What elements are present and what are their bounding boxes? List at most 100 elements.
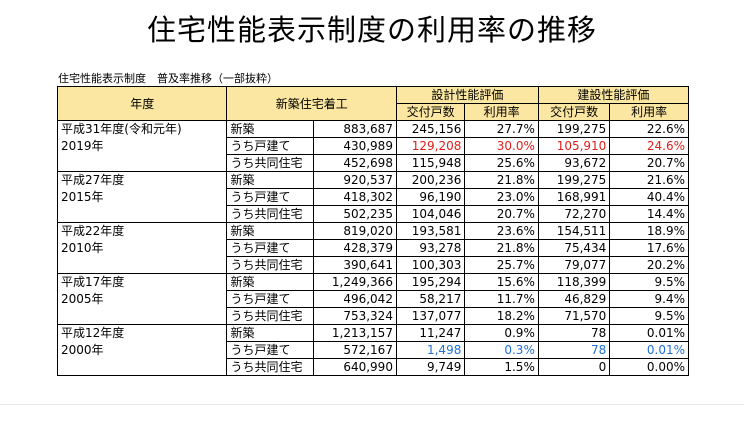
header-new-housing-starts: 新築住宅着工: [226, 86, 397, 121]
design-count-cell: 1,498: [395, 341, 466, 359]
design-rate-cell: 23.0%: [464, 188, 539, 206]
starts-cell: 572,167: [313, 341, 397, 359]
design-rate-cell: 20.7%: [464, 205, 539, 223]
table-row: 平成31年度(令和元年) 2019年 新築 883,687 245,156 27.7% 19…: [56, 120, 689, 172]
construction-count-cell: 168,991: [537, 188, 611, 206]
construction-rate-cell: 0.01%: [609, 341, 689, 359]
design-count-cell: 9,749: [395, 358, 466, 376]
period-era: 平成27年度: [61, 173, 125, 187]
construction-rate-cell: 20.2%: [609, 256, 689, 274]
table-row: うち共同住宅 640,990 9,749 1.5% 0 0.00%: [58, 358, 689, 376]
construction-count-cell: 71,570: [537, 307, 611, 325]
construction-rate-cell: 17.6%: [609, 239, 689, 257]
table-row: うち戸建て 572,167 1,498 0.3% 78 0.01%: [58, 341, 689, 359]
category-cell: うち戸建て: [226, 341, 315, 359]
construction-count-cell: 93,672: [537, 154, 611, 172]
period-year: 2005年: [61, 292, 104, 306]
design-count-cell: 58,217: [395, 290, 466, 308]
design-count-cell: 115,948: [395, 154, 466, 172]
adoption-rate-table: 年度 新築住宅着工 設計性能評価 建設性能評価 交付戸数 利用率 交付戸数 利用…: [56, 86, 690, 376]
design-count-cell: 93,278: [395, 239, 466, 257]
construction-count-cell: 154,511: [537, 222, 611, 240]
table-body: 平成31年度(令和元年) 2019年 新築 883,687 245,156 27.7% 19…: [56, 120, 689, 376]
starts-cell: 1,249,366: [313, 273, 397, 291]
design-count-cell: 104,046: [395, 205, 466, 223]
construction-count-cell: 199,275: [537, 120, 611, 138]
construction-count-cell: 46,829: [537, 290, 611, 308]
design-rate-cell: 0.9%: [464, 324, 539, 342]
construction-count-cell: 0: [537, 358, 611, 376]
starts-cell: 452,698: [313, 154, 397, 172]
construction-rate-cell: 0.01%: [609, 324, 689, 342]
design-count-cell: 129,208: [395, 137, 466, 155]
design-rate-cell: 21.8%: [464, 239, 539, 257]
starts-cell: 1,213,157: [313, 324, 397, 342]
header-design-rate: 利用率: [464, 103, 539, 121]
construction-count-cell: 78: [537, 324, 611, 342]
period-era: 平成22年度: [61, 224, 125, 238]
construction-count-cell: 72,270: [537, 205, 611, 223]
period-year: 2000年: [61, 343, 104, 357]
table-row: うち共同住宅 502,235 104,046 20.7% 72,270 14.4%: [58, 205, 689, 223]
category-cell: うち戸建て: [226, 239, 315, 257]
bottom-divider: [0, 404, 744, 405]
construction-rate-cell: 0.00%: [609, 358, 689, 376]
design-count-cell: 137,077: [395, 307, 466, 325]
starts-cell: 390,641: [313, 256, 397, 274]
category-cell: 新築: [226, 222, 315, 240]
design-rate-cell: 21.8%: [464, 171, 539, 189]
category-cell: 新築: [226, 120, 315, 138]
design-count-cell: 195,294: [395, 273, 466, 291]
construction-rate-cell: 9.5%: [609, 273, 689, 291]
page-title: 住宅性能表示制度の利用率の推移: [146, 13, 597, 47]
design-count-cell: 245,156: [395, 120, 466, 138]
design-count-cell: 96,190: [395, 188, 466, 206]
construction-count-cell: 78: [537, 341, 611, 359]
category-cell: うち共同住宅: [226, 205, 315, 223]
construction-rate-cell: 24.6%: [609, 137, 689, 155]
period-era: 平成12年度: [61, 326, 125, 340]
construction-count-cell: 75,434: [537, 239, 611, 257]
starts-cell: 496,042: [313, 290, 397, 308]
construction-count-cell: 199,275: [537, 171, 611, 189]
design-rate-cell: 25.6%: [464, 154, 539, 172]
design-count-cell: 193,581: [395, 222, 466, 240]
construction-count-cell: 118,399: [537, 273, 611, 291]
design-rate-cell: 18.2%: [464, 307, 539, 325]
starts-cell: 920,537: [313, 171, 397, 189]
period-cell: 平成27年度 2015年: [56, 171, 228, 223]
table-row: うち戸建て 418,302 96,190 23.0% 168,991 40.4%: [58, 188, 689, 206]
design-rate-cell: 23.6%: [464, 222, 539, 240]
table-row: 平成12年度 2000年 新築 1,213,157 11,247 0.9% 78 0.01%: [56, 324, 689, 376]
construction-rate-cell: 18.9%: [609, 222, 689, 240]
period-cell: 平成12年度 2000年: [56, 324, 228, 376]
table-row: 平成17年度 2005年 新築 1,249,366 195,294 15.6% 118,39…: [56, 273, 689, 325]
starts-cell: 819,020: [313, 222, 397, 240]
category-cell: うち共同住宅: [226, 358, 315, 376]
starts-cell: 428,379: [313, 239, 397, 257]
category-cell: 新築: [226, 273, 315, 291]
period-era: 平成31年度(令和元年): [61, 122, 182, 136]
construction-count-cell: 105,910: [537, 137, 611, 155]
design-rate-cell: 30.0%: [464, 137, 539, 155]
category-cell: 新築: [226, 171, 315, 189]
starts-cell: 883,687: [313, 120, 397, 138]
design-rate-cell: 27.7%: [464, 120, 539, 138]
starts-cell: 502,235: [313, 205, 397, 223]
construction-rate-cell: 20.7%: [609, 154, 689, 172]
starts-cell: 430,989: [313, 137, 397, 155]
period-year: 2019年: [61, 139, 104, 153]
design-rate-cell: 25.7%: [464, 256, 539, 274]
period-year: 2015年: [61, 190, 104, 204]
period-cell: 平成31年度(令和元年) 2019年: [56, 120, 228, 172]
header-year: 年度: [56, 86, 228, 121]
category-cell: うち戸建て: [226, 290, 315, 308]
category-cell: うち共同住宅: [226, 154, 315, 172]
table-row: 平成27年度 2015年 新築 920,537 200,236 21.8% 199,275 2…: [56, 171, 689, 223]
table-row: うち戸建て 430,989 129,208 30.0% 105,910 24.6%: [58, 137, 689, 155]
header-construction-evaluation: 建設性能評価: [537, 86, 690, 104]
construction-rate-cell: 14.4%: [609, 205, 689, 223]
category-cell: 新築: [226, 324, 315, 342]
table-row: 平成22年度 2010年 新築 819,020 193,581 23.6% 154,511 1…: [56, 222, 689, 274]
table-caption: 住宅性能表示制度 普及率推移（一部抜粋）: [58, 72, 278, 85]
